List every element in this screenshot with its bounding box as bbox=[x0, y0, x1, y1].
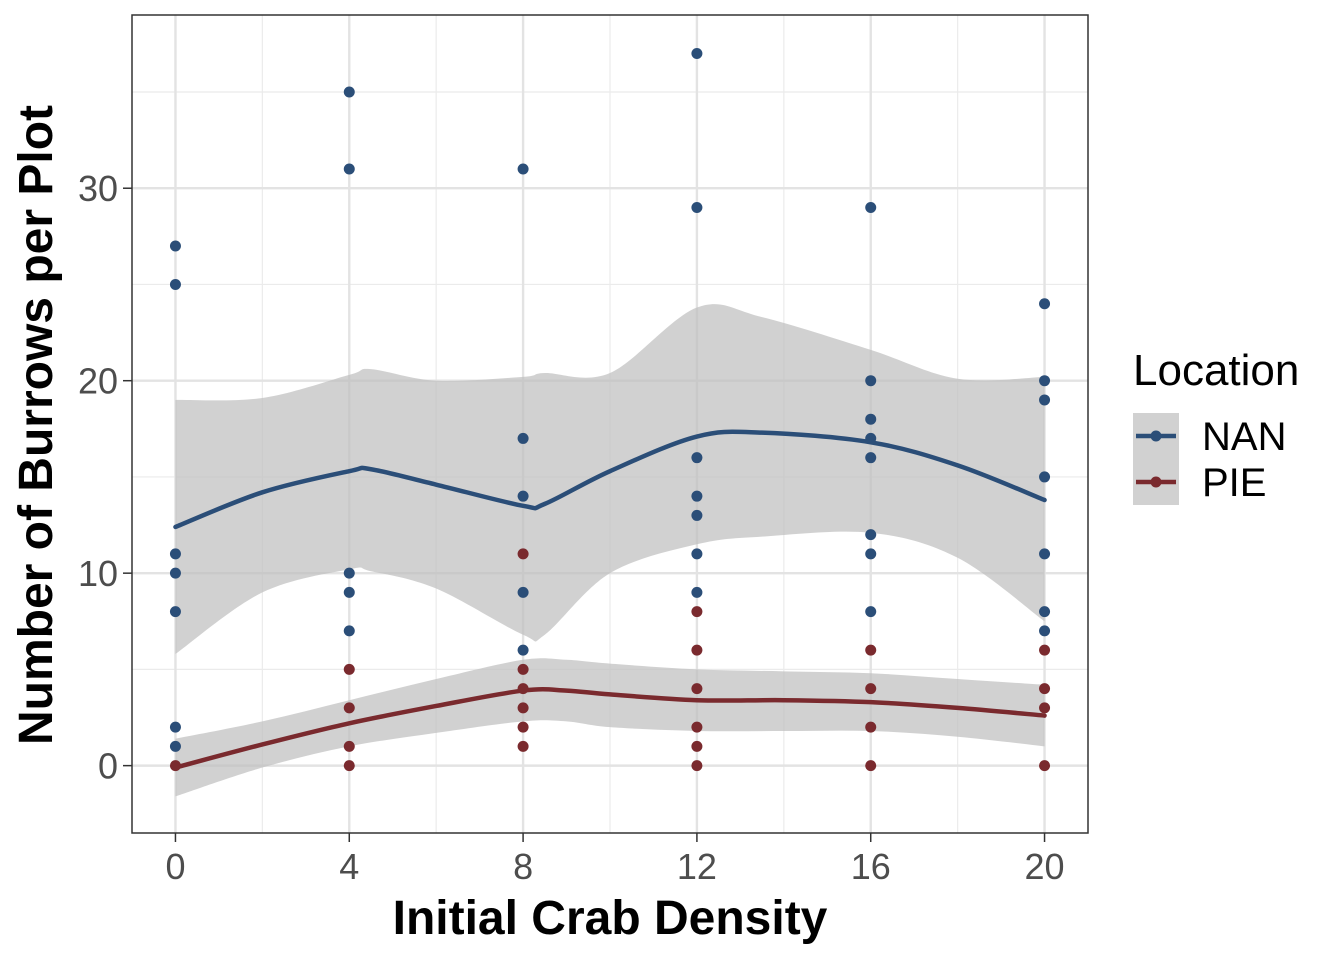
data-point-pie bbox=[343, 663, 355, 675]
data-point-nan bbox=[169, 548, 181, 560]
plot-border bbox=[131, 14, 1089, 834]
smooth-lines bbox=[173, 429, 1047, 770]
data-point-nan bbox=[691, 47, 703, 59]
x-axis-ticks: 0 4 8 12 16 20 bbox=[165, 833, 1065, 887]
data-point-nan bbox=[517, 586, 529, 598]
confidence-bands bbox=[175, 304, 1045, 797]
data-point-pie bbox=[865, 683, 877, 695]
data-point-pie bbox=[517, 740, 529, 752]
data-point-nan bbox=[1039, 471, 1051, 483]
confidence-band-pie bbox=[175, 658, 1045, 797]
y-axis-title: Number of Burrows per Plot bbox=[10, 105, 63, 745]
data-point-nan bbox=[343, 163, 355, 175]
data-point-pie bbox=[343, 702, 355, 714]
y-tick-label: 0 bbox=[98, 746, 118, 787]
legend-marker-nan bbox=[1150, 430, 1162, 442]
data-points bbox=[169, 47, 1051, 772]
data-point-nan bbox=[691, 548, 703, 560]
data-point-pie bbox=[865, 721, 877, 733]
legend-marker-pie bbox=[1150, 476, 1162, 488]
data-point-nan bbox=[169, 278, 181, 290]
data-point-nan bbox=[517, 490, 529, 502]
data-point-nan bbox=[865, 606, 877, 618]
data-point-nan bbox=[691, 586, 703, 598]
data-point-nan bbox=[691, 201, 703, 213]
data-point-nan bbox=[1039, 375, 1051, 387]
confidence-band-nan bbox=[175, 304, 1045, 655]
data-point-nan bbox=[343, 567, 355, 579]
data-point-nan bbox=[1039, 298, 1051, 310]
smooth-line-nan bbox=[173, 429, 1047, 530]
data-point-pie bbox=[691, 606, 703, 618]
data-point-nan bbox=[169, 240, 181, 252]
data-point-nan bbox=[1039, 394, 1051, 406]
data-point-nan bbox=[865, 375, 877, 387]
data-point-nan bbox=[1039, 548, 1051, 560]
data-point-nan bbox=[691, 490, 703, 502]
data-point-nan bbox=[865, 548, 877, 560]
data-point-pie bbox=[691, 683, 703, 695]
data-point-nan bbox=[343, 625, 355, 637]
data-point-nan bbox=[517, 163, 529, 175]
x-tick-label: 0 bbox=[165, 846, 185, 887]
legend-label-pie: PIE bbox=[1202, 461, 1266, 505]
data-point-nan bbox=[169, 606, 181, 618]
data-point-nan bbox=[865, 529, 877, 541]
x-tick-label: 8 bbox=[513, 846, 533, 887]
x-tick-label: 20 bbox=[1025, 846, 1065, 887]
data-point-nan bbox=[343, 586, 355, 598]
data-point-nan bbox=[169, 567, 181, 579]
data-point-pie bbox=[517, 702, 529, 714]
data-point-nan bbox=[1039, 625, 1051, 637]
data-point-nan bbox=[865, 201, 877, 213]
y-axis-ticks: 0 10 20 30 bbox=[78, 168, 132, 787]
data-point-pie bbox=[517, 548, 529, 560]
x-tick-label: 4 bbox=[339, 846, 359, 887]
legend-title: Location bbox=[1133, 346, 1299, 395]
data-point-pie bbox=[691, 760, 703, 772]
legend-label-nan: NAN bbox=[1202, 415, 1286, 459]
data-point-pie bbox=[343, 760, 355, 772]
data-point-pie bbox=[1039, 702, 1051, 714]
data-point-pie bbox=[691, 644, 703, 656]
data-point-nan bbox=[691, 509, 703, 521]
x-axis-title: Initial Crab Density bbox=[393, 892, 828, 945]
data-point-nan bbox=[169, 740, 181, 752]
data-point-pie bbox=[865, 760, 877, 772]
data-point-nan bbox=[691, 452, 703, 464]
data-point-nan bbox=[865, 452, 877, 464]
data-point-pie bbox=[865, 644, 877, 656]
smooth-line-pie bbox=[173, 687, 1047, 770]
data-point-pie bbox=[1039, 760, 1051, 772]
data-point-nan bbox=[1039, 606, 1051, 618]
data-point-nan bbox=[343, 86, 355, 98]
y-tick-label: 30 bbox=[78, 168, 118, 209]
data-point-pie bbox=[691, 721, 703, 733]
data-point-pie bbox=[1039, 683, 1051, 695]
data-point-pie bbox=[517, 721, 529, 733]
data-point-nan bbox=[517, 432, 529, 444]
data-point-pie bbox=[517, 663, 529, 675]
data-point-nan bbox=[865, 413, 877, 425]
y-tick-label: 10 bbox=[78, 553, 118, 594]
data-point-pie bbox=[343, 740, 355, 752]
data-point-nan bbox=[169, 721, 181, 733]
data-point-nan bbox=[517, 644, 529, 656]
y-tick-label: 20 bbox=[78, 361, 118, 402]
x-tick-label: 16 bbox=[851, 846, 891, 887]
data-point-pie bbox=[691, 740, 703, 752]
data-point-pie bbox=[1039, 644, 1051, 656]
x-tick-label: 12 bbox=[677, 846, 717, 887]
